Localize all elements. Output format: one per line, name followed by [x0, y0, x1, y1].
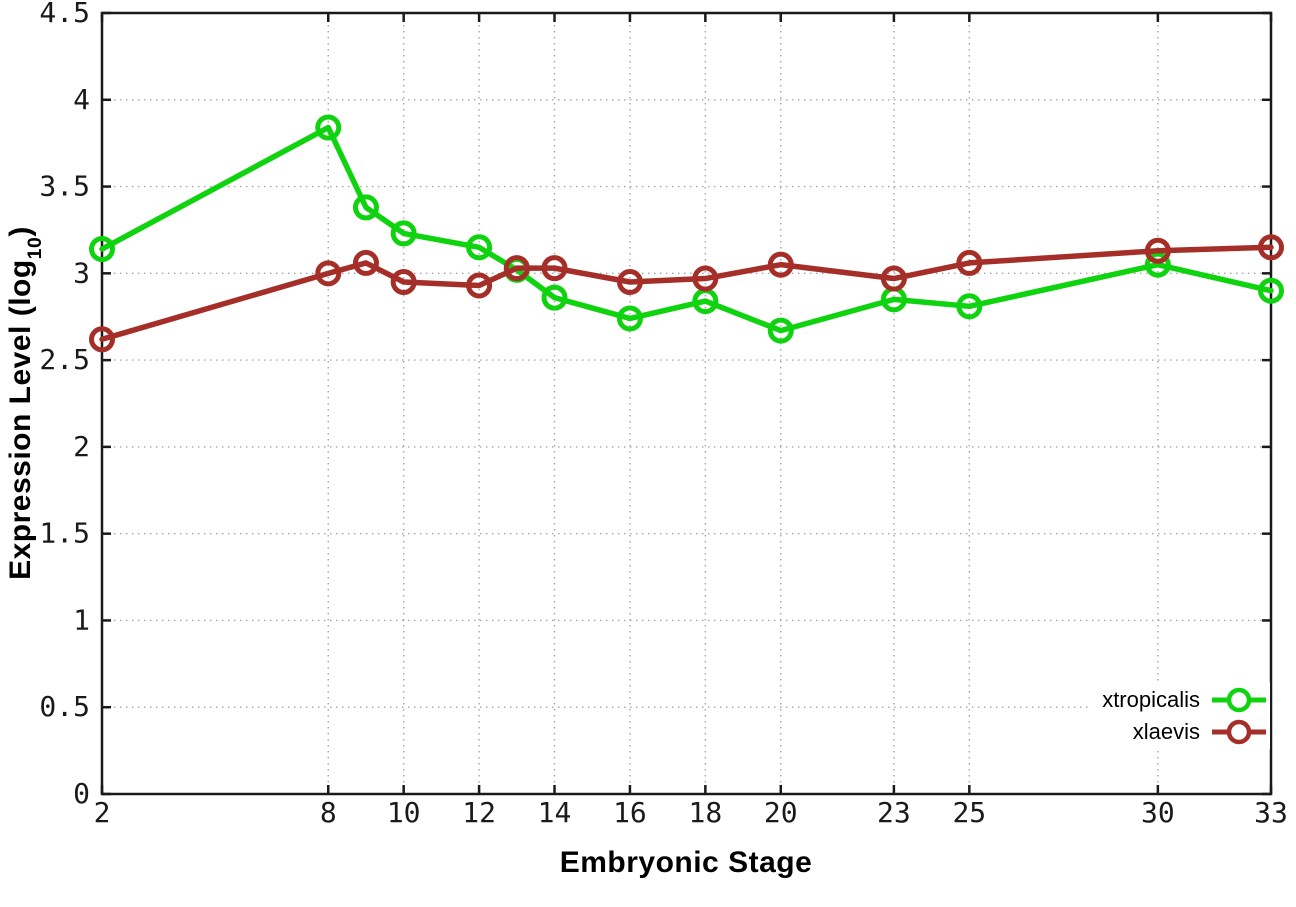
- data-point-xlaevis: [767, 251, 794, 278]
- y-tick-label: 4.5: [39, 0, 90, 29]
- x-tick-label: 14: [538, 796, 572, 829]
- x-tick-label: 8: [320, 796, 337, 829]
- y-axis-title: Expression Level (log10): [4, 203, 46, 603]
- x-tick-label: 10: [387, 796, 421, 829]
- data-point-xlaevis: [503, 255, 530, 282]
- x-tick-label: 16: [613, 796, 647, 829]
- y-axis-title-main: Expression Level (log: [4, 259, 37, 580]
- legend-sample-line-icon: [1212, 719, 1266, 744]
- data-point-xtropicalis: [390, 220, 417, 247]
- data-point-xlaevis: [1258, 234, 1284, 261]
- data-point-xtropicalis: [767, 317, 794, 344]
- data-point-xtropicalis: [1258, 277, 1284, 304]
- data-point-xlaevis: [880, 265, 907, 292]
- data-point-xlaevis: [541, 255, 568, 282]
- x-tick-label: 25: [952, 796, 986, 829]
- series-line-xlaevis: [99, 244, 1274, 343]
- y-tick-label: 2: [73, 430, 90, 463]
- x-tick-label: 18: [688, 796, 722, 829]
- plot-border: [100, 11, 1273, 796]
- x-tick-label: 30: [1141, 796, 1175, 829]
- data-point-xlaevis: [616, 269, 643, 296]
- data-point-xlaevis: [956, 249, 983, 276]
- x-axis-title: Embryonic Stage: [559, 846, 813, 879]
- y-tick-label: 2.5: [39, 343, 90, 376]
- data-point-xtropicalis: [616, 305, 643, 332]
- data-point-xlaevis: [352, 249, 379, 276]
- legend-entry-xlaevis: xlaevis: [1102, 716, 1268, 747]
- data-point-xtropicalis: [89, 236, 115, 263]
- data-point-xtropicalis: [466, 234, 493, 261]
- data-point-xtropicalis: [315, 114, 342, 141]
- y-tick-label: 1: [73, 603, 90, 636]
- data-point-xlaevis: [466, 272, 493, 299]
- y-tick-label: 3: [73, 256, 90, 289]
- legend-label-xlaevis: xlaevis: [1132, 718, 1200, 744]
- series-line-xtropicalis: [99, 124, 1274, 334]
- y-tick-label: 0: [73, 777, 90, 810]
- data-point-xlaevis: [1144, 237, 1171, 264]
- x-tick-label: 12: [462, 796, 496, 829]
- data-point-xlaevis: [692, 265, 719, 292]
- x-tick-label: 20: [764, 796, 798, 829]
- y-axis-title-subscript: 10: [23, 236, 46, 260]
- data-point-xtropicalis: [956, 293, 983, 320]
- y-axis-title-end: ): [4, 226, 37, 237]
- x-tick-label: 23: [877, 796, 911, 829]
- y-tick-label: 3.5: [39, 170, 90, 203]
- legend: xtropicalis xlaevis: [1088, 682, 1270, 749]
- legend-sample-line-icon: [1212, 687, 1266, 712]
- data-point-xtropicalis: [1144, 251, 1171, 278]
- data-point-xtropicalis: [352, 194, 379, 221]
- y-tick-label: 1.5: [39, 517, 90, 550]
- y-tick-label: 4: [73, 83, 90, 116]
- y-tick-label: 0.5: [39, 690, 90, 723]
- data-point-xtropicalis: [541, 284, 568, 311]
- data-point-xlaevis: [89, 326, 115, 353]
- data-point-xlaevis: [315, 260, 342, 287]
- x-tick-label: 33: [1254, 796, 1288, 829]
- legend-label-xtropicalis: xtropicalis: [1102, 686, 1200, 712]
- legend-entry-xtropicalis: xtropicalis: [1102, 684, 1268, 715]
- data-point-xlaevis: [390, 269, 417, 296]
- x-tick-label: 2: [94, 796, 111, 829]
